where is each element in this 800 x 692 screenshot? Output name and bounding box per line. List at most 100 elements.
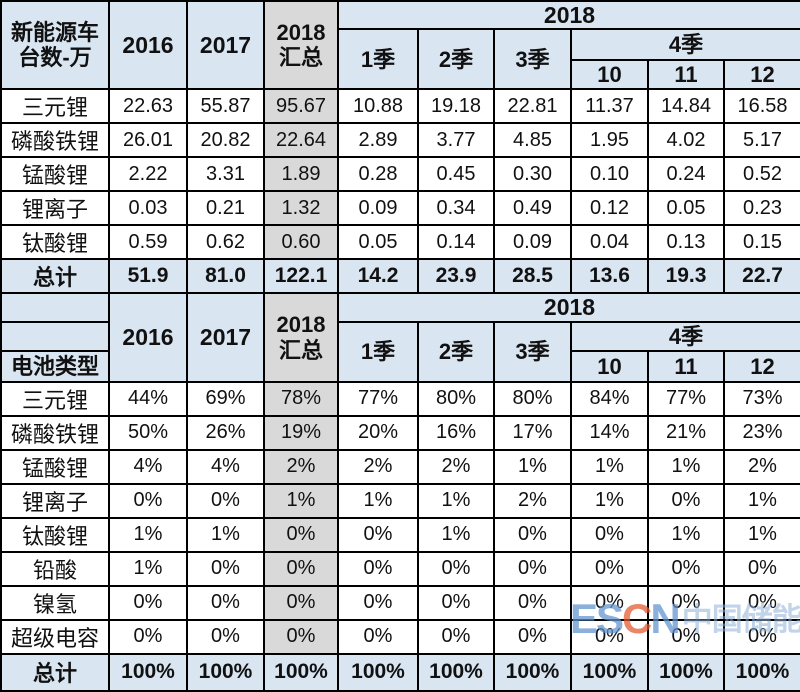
total-cell: 28.5: [493, 258, 572, 295]
data-cell: 3.31: [186, 156, 265, 193]
data-cell: 2.89: [337, 122, 419, 159]
data-cell: 0%: [263, 516, 339, 553]
data-cell: 26%: [186, 414, 265, 451]
row-label: 锰酸锂: [0, 156, 110, 193]
total-cell: 100%: [722, 652, 800, 692]
data-cell: 0%: [186, 482, 265, 519]
total-cell: 122.1: [263, 258, 339, 295]
data-cell: 77%: [647, 380, 725, 417]
data-cell: 0%: [337, 584, 419, 621]
data-cell: 4.85: [493, 122, 572, 159]
total-cell: 100%: [337, 652, 419, 692]
data-cell: 1%: [417, 482, 495, 519]
total-cell: 100%: [417, 652, 495, 692]
data-cell: 0%: [647, 584, 725, 621]
data-cell: 0.52: [722, 156, 800, 193]
data-cell: 0%: [417, 584, 495, 621]
table-row: 锰酸锂 4% 4% 2% 2% 2% 1% 1% 1% 2%: [0, 448, 800, 485]
table2-corner-battery-type: 电池类型: [0, 349, 110, 383]
total-cell: 22.7: [722, 258, 800, 295]
data-cell: 0%: [263, 584, 339, 621]
data-cell: 0%: [722, 618, 800, 655]
data-cell: 0%: [570, 516, 649, 553]
data-cell: 0%: [417, 550, 495, 587]
data-cell: 0%: [570, 584, 649, 621]
table2-col-2016: 2016: [108, 292, 188, 383]
data-cell: 0.23: [722, 190, 800, 227]
data-cell: 16.58: [722, 88, 800, 125]
data-cell: 84%: [570, 380, 649, 417]
data-cell: 0%: [108, 482, 188, 519]
data-cell: 77%: [337, 380, 419, 417]
col-2018-total-line-2: 汇总: [278, 337, 323, 363]
data-cell: 0%: [337, 618, 419, 655]
row-label: 钛酸锂: [0, 224, 110, 261]
total-cell: 19.3: [647, 258, 725, 295]
data-cell: 80%: [417, 380, 495, 417]
data-cell: 50%: [108, 414, 188, 451]
data-cell: 1%: [493, 448, 572, 485]
total-label: 总计: [0, 258, 110, 295]
table2-col-q2: 2季: [417, 320, 495, 383]
table1-col-2018-group: 2018: [336, 0, 800, 31]
total-cell: 81.0: [186, 258, 265, 295]
data-cell: 0.30: [493, 156, 572, 193]
data-cell: 0%: [722, 584, 800, 621]
data-cell: 17%: [493, 414, 572, 451]
data-cell: 21%: [647, 414, 725, 451]
row-label: 锂离子: [0, 482, 110, 519]
data-cell: 0%: [722, 550, 800, 587]
data-cell: 0.59: [108, 224, 188, 261]
total-row: 总计 51.9 81.0 122.1 14.2 23.9 28.5 13.6 19.3 22.7: [0, 258, 800, 295]
data-cell: 0%: [186, 550, 265, 587]
table1-header-row-year: 新能源车 台数-万 2016 2017 2018 汇总 2018: [0, 0, 800, 91]
total-label: 总计: [0, 652, 110, 692]
data-cell: 1%: [570, 482, 649, 519]
data-cell: 1%: [647, 516, 725, 553]
table1-col-2018-total: 2018 汇总: [263, 0, 339, 91]
table-row: 磷酸铁锂 26.01 20.82 22.64 2.89 3.77 4.85 1.95 4.02 5…: [0, 122, 800, 159]
data-cell: 55.87: [186, 88, 265, 125]
table2-header-row-months: 电池类型 10 11 12: [0, 349, 800, 383]
data-cell: 26.01: [108, 122, 188, 159]
col-2018-total-line-1: 2018: [276, 19, 326, 45]
data-cell: 0%: [647, 482, 725, 519]
row-label: 铅酸: [0, 550, 110, 587]
corner-line-2: 台数-万: [18, 45, 92, 71]
table2-col-q4-group: 4季: [569, 320, 800, 352]
table1-header-row-months: 10 11 12: [1, 59, 800, 91]
data-cell: 1.32: [263, 190, 339, 227]
data-cell: 4%: [108, 448, 188, 485]
table2-col-m10: 10: [570, 349, 649, 383]
data-cell: 11.37: [570, 88, 649, 125]
data-cell: 10.88: [337, 88, 419, 125]
data-cell: 0.05: [337, 224, 419, 261]
data-cell: 14%: [570, 414, 649, 451]
table-row: 锰酸锂 2.22 3.31 1.89 0.28 0.45 0.30 0.10 0.24 0.52: [0, 156, 800, 193]
data-cell: 0%: [337, 516, 419, 553]
table1-col-q4-group: 4季: [569, 28, 800, 62]
table1-col-q3: 3季: [493, 28, 572, 91]
table-row: 锂离子 0.03 0.21 1.32 0.09 0.34 0.49 0.12 0.05 0.23: [0, 190, 800, 227]
data-cell: 2%: [722, 448, 800, 485]
data-cell: 0%: [647, 618, 725, 655]
data-cell: 23%: [722, 414, 800, 451]
data-cell: 0%: [186, 584, 265, 621]
total-cell: 51.9: [108, 258, 188, 295]
data-cell: 0.05: [647, 190, 725, 227]
data-cell: 0.13: [647, 224, 725, 261]
table-row: 锂离子 0% 0% 1% 1% 1% 2% 1% 0% 1%: [0, 482, 800, 519]
data-cell: 0.14: [417, 224, 495, 261]
data-cell: 16%: [417, 414, 495, 451]
data-cell: 0.03: [108, 190, 188, 227]
table1-corner-label: 新能源车 台数-万: [0, 0, 110, 91]
data-cell: 3.77: [417, 122, 495, 159]
table2-col-2017: 2017: [186, 292, 265, 383]
total-cell: 100%: [186, 652, 265, 692]
data-cell: 0.49: [493, 190, 572, 227]
data-cell: 0%: [570, 618, 649, 655]
table-row: 三元锂 44% 69% 78% 77% 80% 80% 84% 77% 73%: [0, 380, 800, 417]
row-label: 锂离子: [0, 190, 110, 227]
table2-header-row-year: 2016 2017 2018 汇总 2018: [0, 292, 800, 383]
